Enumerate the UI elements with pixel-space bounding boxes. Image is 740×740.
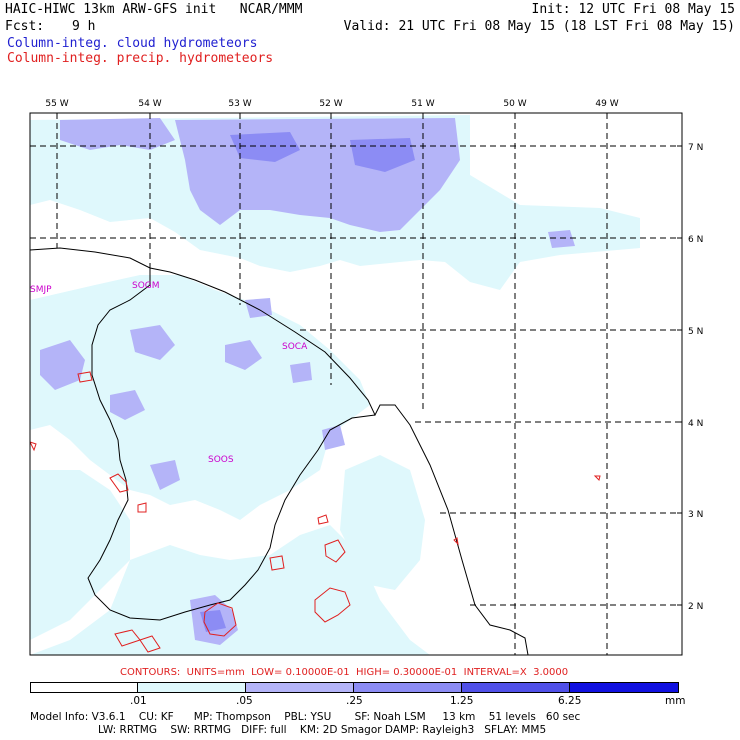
model-info-line2: LW: RRTMG SW: RRTMG DIFF: full KM: 2D Sm… [98, 724, 547, 736]
legend-cloud-hydrometeors: Column-integ. cloud hydrometeors [7, 36, 258, 51]
legend-precip-hydrometeors: Column-integ. precip. hydrometeors [7, 51, 274, 66]
right-axis-ticks [677, 145, 682, 606]
lat-label: 7 N [688, 143, 703, 153]
station-label-smjp: SMJP [30, 285, 52, 295]
colorbar-segment [137, 682, 246, 693]
lat-label: 4 N [688, 419, 703, 429]
colorbar-tick: 1.25 [450, 695, 474, 707]
lon-label: 52 W [319, 99, 342, 109]
lon-label: 50 W [503, 99, 526, 109]
colorbar-segment [353, 682, 462, 693]
longitude-labels: 55 W 54 W 53 W 52 W 51 W 50 W 49 W [45, 99, 618, 109]
colorbar-segment [30, 682, 138, 693]
forecast-label: Fcst: [5, 19, 45, 34]
lon-label: 51 W [411, 99, 434, 109]
station-label-soos: SOOS [208, 455, 234, 465]
station-label-soca: SOCA [282, 342, 308, 352]
lat-label: 5 N [688, 327, 703, 337]
lat-label: 2 N [688, 602, 703, 612]
model-info-line1: Model Info: V3.6.1 CU: KF MP: Thompson P… [30, 711, 581, 723]
colorbar-segment [569, 682, 679, 693]
latitude-labels: 7 N 6 N 5 N 4 N 3 N 2 N [688, 143, 703, 612]
shading-layer [30, 115, 640, 655]
lon-label: 53 W [228, 99, 251, 109]
contour-info: CONTOURS: UNITS=mm LOW= 0.10000E-01 HIGH… [120, 667, 569, 678]
lon-label: 49 W [595, 99, 618, 109]
run-title: HAIC-HIWC 13km ARW-GFS init NCAR/MMM [5, 2, 303, 17]
forecast-hour: 9 h [72, 19, 96, 34]
precip-contours [30, 371, 601, 653]
lon-label: 54 W [138, 99, 161, 109]
cloud-shading-dark [200, 132, 415, 632]
lat-label: 3 N [688, 510, 703, 520]
init-time: Init: 12 UTC Fri 08 May 15 [531, 2, 736, 17]
colorbar-tick: .05 [236, 695, 253, 707]
lon-label: 55 W [45, 99, 68, 109]
coastline-borders [30, 247, 529, 655]
colorbar-tick: .25 [346, 695, 363, 707]
map-frame [29, 112, 683, 656]
colorbar-segment [461, 682, 570, 693]
colorbar-tick: 6.25 [558, 695, 582, 707]
lat-label: 6 N [688, 235, 703, 245]
valid-time: Valid: 21 UTC Fri 08 May 15 (18 LST Fri … [343, 19, 735, 34]
colorbar-segment [245, 682, 354, 693]
colorbar-unit: mm [665, 695, 686, 707]
station-label-sogm: SOGM [132, 281, 160, 291]
station-labels: SMJP SOGM SOCA SOOS [30, 281, 308, 465]
colorbar-tick: .01 [130, 695, 147, 707]
lat-lon-grid [30, 113, 682, 655]
